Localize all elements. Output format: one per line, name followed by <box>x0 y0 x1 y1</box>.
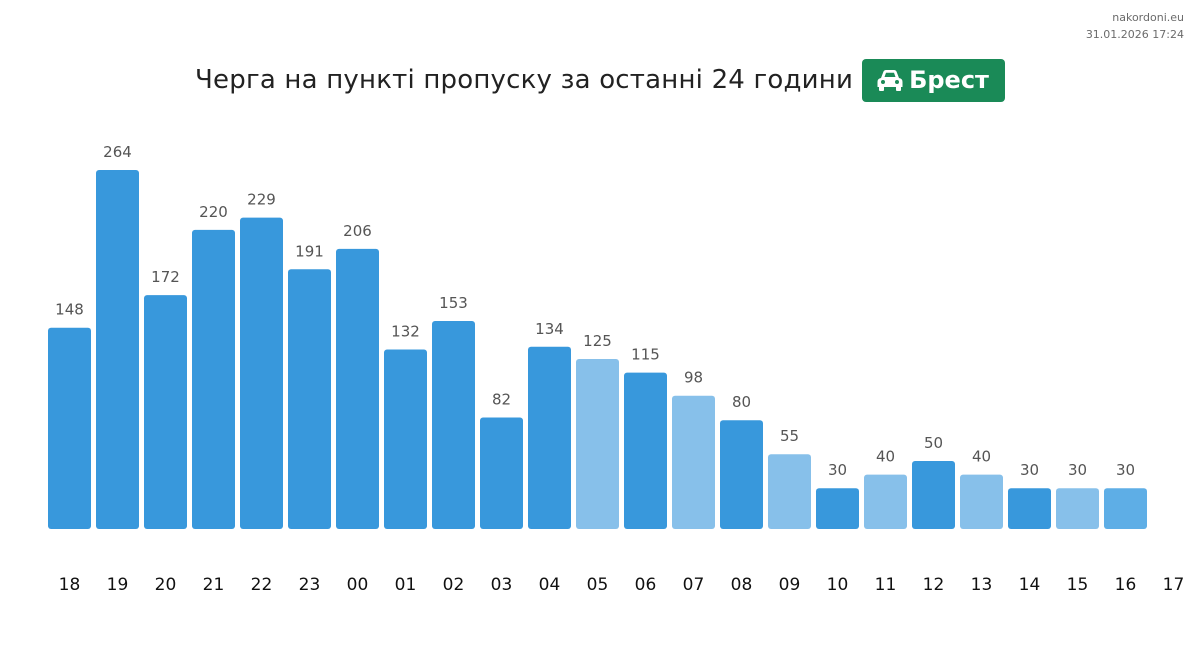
x-tick-label-19: 19 <box>107 575 129 595</box>
data-label-04: 134 <box>535 320 564 338</box>
data-label-01: 132 <box>391 323 420 341</box>
bar-20 <box>144 295 187 529</box>
bar-00 <box>336 248 379 529</box>
x-tick-label-10: 10 <box>827 575 849 595</box>
data-label-11: 40 <box>876 448 895 466</box>
bar-09 <box>768 454 811 529</box>
data-label-18: 148 <box>55 301 84 319</box>
x-tick-label-20: 20 <box>155 575 177 595</box>
x-tick-label-11: 11 <box>875 575 897 595</box>
data-label-21: 220 <box>199 203 228 221</box>
data-label-10: 30 <box>828 461 847 479</box>
x-tick-label-05: 05 <box>587 575 609 595</box>
x-tick-label-14: 14 <box>1019 575 1041 595</box>
x-tick-label-01: 01 <box>395 575 417 595</box>
x-tick-label-02: 02 <box>443 575 465 595</box>
page-meta: nakordoni.eu 31.01.2026 17:24 <box>1086 9 1184 43</box>
data-label-03: 82 <box>492 390 511 408</box>
bar-06 <box>624 372 667 529</box>
bar-16 <box>1104 488 1147 529</box>
bar-10 <box>816 488 859 529</box>
bar-03 <box>480 417 523 529</box>
bar-04 <box>528 346 571 529</box>
data-label-23: 191 <box>295 242 324 260</box>
bar-19 <box>96 170 139 529</box>
data-label-06: 115 <box>631 346 660 364</box>
data-label-14: 30 <box>1020 461 1039 479</box>
checkpoint-badge: Брест <box>862 58 1005 102</box>
data-label-02: 153 <box>439 294 468 312</box>
x-tick-label-18: 18 <box>59 575 81 595</box>
x-tick-label-00: 00 <box>347 575 369 595</box>
bar-18 <box>48 327 91 529</box>
x-tick-label-15: 15 <box>1067 575 1089 595</box>
x-tick-label-16: 16 <box>1115 575 1137 595</box>
checkpoint-name: Брест <box>909 66 989 94</box>
chart-header: Черга на пункті пропуску за останні 24 г… <box>0 58 1200 102</box>
x-tick-label-08: 08 <box>731 575 753 595</box>
bar-05 <box>576 359 619 529</box>
data-label-05: 125 <box>583 332 612 350</box>
x-tick-label-17: 17 <box>1163 575 1185 595</box>
x-tick-label-13: 13 <box>971 575 993 595</box>
timestamp: 31.01.2026 17:24 <box>1085 28 1184 41</box>
bar-11 <box>864 474 907 529</box>
bar-12 <box>912 461 955 529</box>
x-tick-label-03: 03 <box>491 575 513 595</box>
x-tick-label-22: 22 <box>251 575 273 595</box>
chart-title: Черга на пункті пропуску за останні 24 г… <box>195 65 854 95</box>
bar-13 <box>960 474 1003 529</box>
data-label-00: 206 <box>343 222 372 240</box>
data-label-12: 50 <box>924 434 943 452</box>
bar-14 <box>1008 488 1051 529</box>
bar-07 <box>672 395 715 529</box>
data-label-19: 264 <box>103 143 132 161</box>
x-tick-label-04: 04 <box>539 575 561 595</box>
data-label-20: 172 <box>151 268 180 286</box>
data-label-16: 30 <box>1116 461 1135 479</box>
x-tick-label-21: 21 <box>203 575 225 595</box>
bar-22 <box>240 217 283 529</box>
x-tick-label-23: 23 <box>299 575 321 595</box>
bar-01 <box>384 349 427 529</box>
site-name: nakordoni.eu <box>1112 11 1184 24</box>
bar-21 <box>192 229 235 530</box>
data-label-22: 229 <box>247 191 276 209</box>
x-tick-label-06: 06 <box>635 575 657 595</box>
bar-02 <box>432 320 475 529</box>
data-label-15: 30 <box>1068 461 1087 479</box>
x-tick-label-12: 12 <box>923 575 945 595</box>
data-label-13: 40 <box>972 448 991 466</box>
bar-23 <box>288 269 331 529</box>
data-label-08: 80 <box>732 393 751 411</box>
car-icon <box>876 68 904 92</box>
x-tick-label-09: 09 <box>779 575 801 595</box>
data-label-07: 98 <box>684 369 703 387</box>
bar-15 <box>1056 488 1099 529</box>
bar-08 <box>720 420 763 529</box>
x-tick-label-07: 07 <box>683 575 705 595</box>
data-label-09: 55 <box>780 427 799 445</box>
